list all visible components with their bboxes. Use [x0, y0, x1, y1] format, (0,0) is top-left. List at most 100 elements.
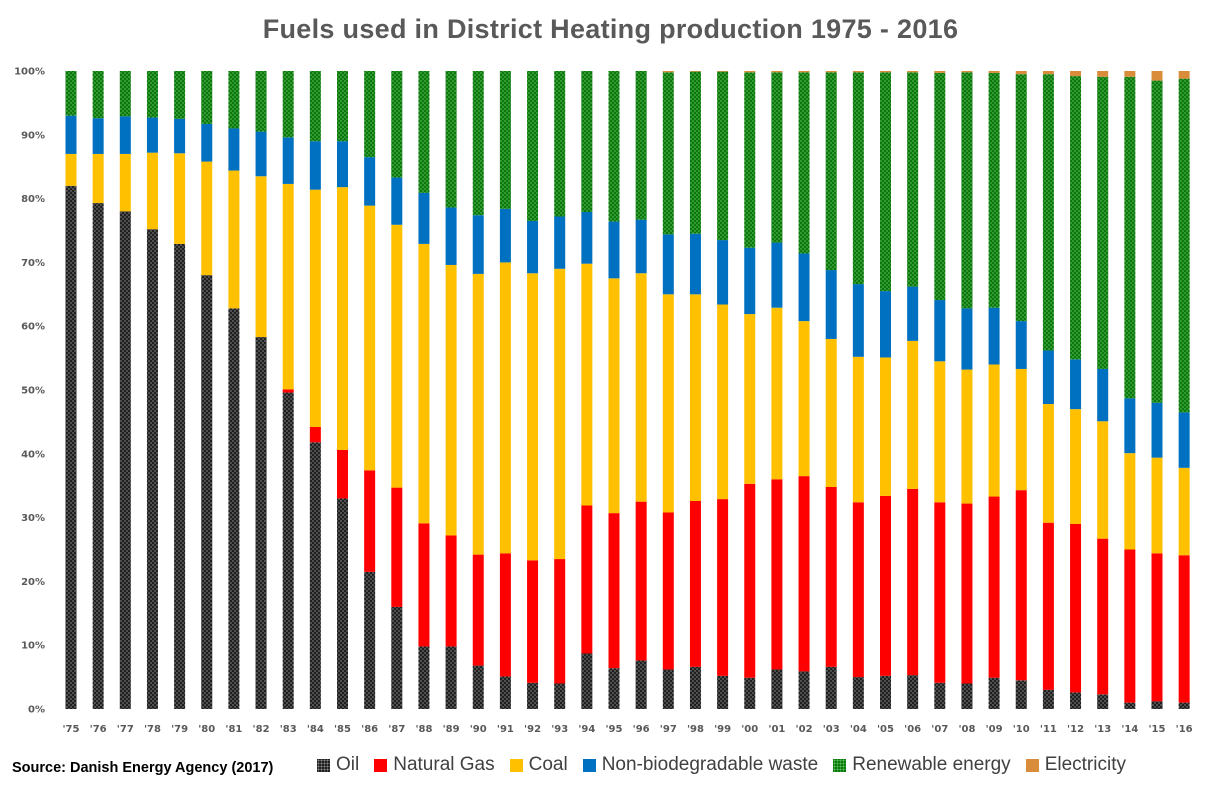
bar-oil-89 — [445, 646, 457, 709]
bar-renewable-energy-16 — [1178, 78, 1190, 413]
bar-natural-gas-13 — [1097, 538, 1109, 695]
bar-natural-gas-86 — [364, 470, 376, 572]
bar-non-biodegradable-waste-79 — [174, 118, 186, 154]
bar-coal-07 — [934, 361, 946, 503]
bar-non-biodegradable-waste-85 — [337, 141, 348, 188]
bar-electricity-01 — [771, 71, 783, 73]
bar-renewable-energy-85 — [337, 71, 348, 142]
bar-non-biodegradable-waste-93 — [554, 216, 566, 269]
bar-electricity-08 — [961, 71, 973, 73]
bar-coal-06 — [907, 340, 919, 489]
bar-electricity-14 — [1124, 71, 1136, 77]
bar-oil-11 — [1042, 689, 1054, 709]
legend-swatch-electricity — [1025, 758, 1039, 772]
x-tick-11: '11 — [1040, 724, 1057, 735]
x-tick-91: '91 — [497, 724, 514, 735]
x-tick-13: '13 — [1094, 724, 1111, 735]
bar-electricity-00 — [744, 71, 756, 73]
x-tick-97: '97 — [660, 724, 677, 735]
legend-item-renewable: Renewable energy — [833, 754, 1011, 776]
bar-natural-gas-07 — [934, 502, 946, 683]
bar-renewable-energy-90 — [472, 71, 484, 216]
bar-natural-gas-15 — [1151, 553, 1163, 702]
bar-coal-84 — [309, 189, 321, 428]
bar-natural-gas-92 — [527, 560, 539, 683]
legend-label-renewable: Renewable energy — [852, 754, 1011, 775]
bar-oil-99 — [717, 675, 729, 709]
bar-electricity-12 — [1070, 71, 1082, 77]
bar-coal-10 — [1015, 368, 1027, 491]
bar-non-biodegradable-waste-84 — [309, 141, 321, 190]
bar-non-biodegradable-waste-76 — [92, 118, 104, 154]
legend-label-oil: Oil — [336, 754, 360, 775]
bar-oil-88 — [418, 646, 430, 709]
x-tick-10: '10 — [1013, 724, 1030, 735]
bar-renewable-energy-08 — [961, 72, 973, 309]
bar-non-biodegradable-waste-92 — [527, 220, 539, 274]
bar-coal-96 — [635, 273, 647, 502]
x-tick-85: '85 — [334, 724, 351, 735]
bar-natural-gas-99 — [717, 499, 729, 676]
x-tick-75: '75 — [63, 724, 80, 735]
x-tick-05: '05 — [877, 724, 894, 735]
bar-non-biodegradable-waste-04 — [852, 284, 864, 357]
bar-non-biodegradable-waste-00 — [744, 247, 756, 315]
bar-renewable-energy-83 — [282, 71, 294, 138]
bar-oil-92 — [527, 682, 539, 709]
bar-natural-gas-85 — [337, 449, 348, 499]
bar-oil-91 — [499, 676, 511, 709]
bar-oil-03 — [825, 666, 837, 709]
bar-oil-84 — [309, 442, 321, 709]
bar-electricity-09 — [988, 71, 1000, 73]
bar-coal-87 — [391, 224, 403, 488]
bar-natural-gas-09 — [988, 496, 1000, 678]
bar-oil-09 — [988, 677, 1000, 709]
bar-renewable-energy-89 — [445, 71, 457, 208]
bar-coal-02 — [798, 321, 810, 477]
bar-renewable-energy-80 — [201, 71, 213, 124]
bar-non-biodegradable-waste-87 — [391, 177, 403, 225]
bar-oil-82 — [255, 337, 267, 709]
bar-coal-97 — [662, 294, 674, 513]
x-tick-95: '95 — [606, 724, 623, 735]
bar-non-biodegradable-waste-99 — [717, 240, 729, 305]
bar-oil-13 — [1097, 694, 1109, 709]
bar-natural-gas-03 — [825, 486, 837, 667]
bar-non-biodegradable-waste-97 — [662, 234, 674, 295]
legend-item-coal: Coal — [509, 754, 568, 776]
y-tick-30pct: 30% — [21, 513, 45, 524]
bar-coal-83 — [282, 183, 294, 390]
bar-natural-gas-87 — [391, 487, 403, 607]
bar-oil-15 — [1151, 701, 1163, 709]
bar-natural-gas-96 — [635, 501, 647, 661]
bar-oil-75 — [65, 185, 77, 710]
bar-natural-gas-05 — [880, 495, 891, 676]
bar-coal-90 — [472, 273, 484, 555]
legend-item-electricity: Electricity — [1025, 754, 1126, 776]
bar-natural-gas-83 — [282, 389, 294, 393]
bar-non-biodegradable-waste-96 — [635, 219, 647, 274]
bar-renewable-energy-87 — [391, 71, 403, 178]
bar-coal-15 — [1151, 457, 1163, 554]
bar-coal-08 — [961, 369, 973, 504]
bar-renewable-energy-07 — [934, 72, 946, 301]
bar-oil-79 — [174, 243, 186, 709]
bar-non-biodegradable-waste-06 — [907, 286, 919, 341]
bar-coal-16 — [1178, 467, 1190, 556]
bar-renewable-energy-05 — [880, 72, 891, 292]
bar-oil-95 — [608, 668, 620, 709]
x-tick-06: '06 — [904, 724, 921, 735]
bar-renewable-energy-02 — [798, 72, 810, 254]
bar-natural-gas-93 — [554, 559, 566, 684]
x-tick-12: '12 — [1067, 724, 1084, 735]
x-tick-03: '03 — [823, 724, 840, 735]
bar-electricity-07 — [934, 71, 946, 73]
bar-natural-gas-12 — [1070, 523, 1082, 693]
bar-electricity-04 — [852, 71, 864, 73]
bar-renewable-energy-97 — [662, 72, 674, 235]
bar-electricity-02 — [798, 71, 810, 73]
y-axis-ticks: 0% 10% 20% 30% 40% 50% 60% 70% 80% 90% 100% — [14, 67, 45, 716]
bar-renewable-energy-77 — [119, 71, 131, 117]
x-tick-93: '93 — [551, 724, 568, 735]
bar-non-biodegradable-waste-08 — [961, 308, 973, 370]
